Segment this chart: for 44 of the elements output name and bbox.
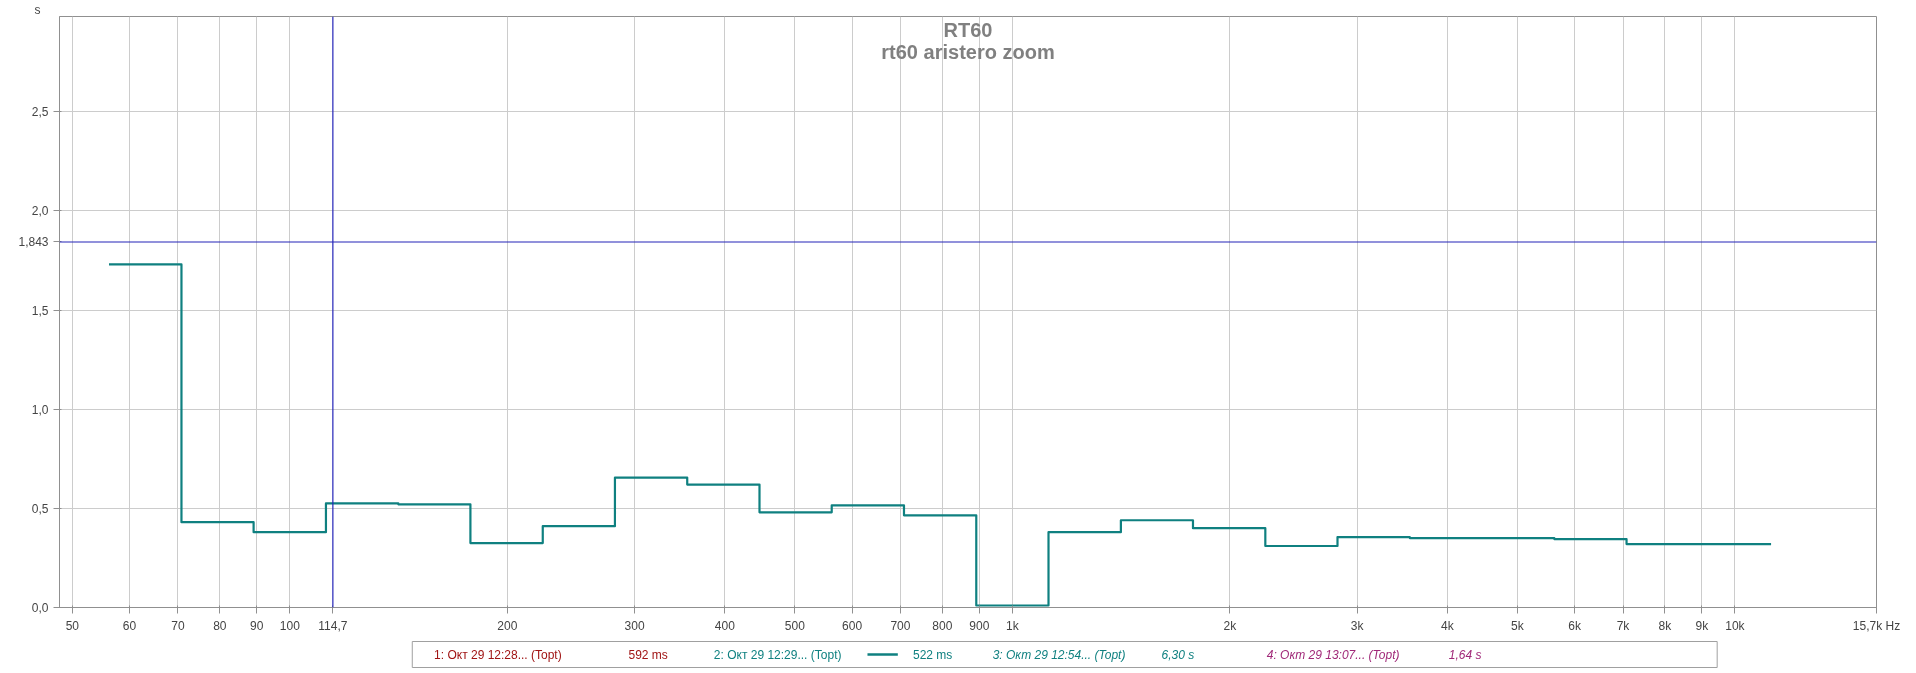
x-tick-label: 100 bbox=[279, 618, 301, 633]
y-tick-label: 2,0 bbox=[31, 204, 49, 219]
x-tick-label: 3k bbox=[1350, 618, 1365, 633]
x-tick-label: 200 bbox=[497, 618, 518, 633]
x-tick-label: 6k bbox=[1568, 618, 1582, 633]
x-tick-label: 90 bbox=[250, 618, 264, 633]
y-tick-label: 0,0 bbox=[31, 601, 49, 615]
x-tick-label: 4k bbox=[1441, 618, 1455, 633]
x-tick-label: 10k bbox=[1725, 618, 1746, 633]
x-tick-label: 50 bbox=[65, 618, 80, 633]
text: 522 ms bbox=[913, 647, 953, 662]
x-tick-label: 7k bbox=[1616, 618, 1631, 633]
y-tick-label: 2,5 bbox=[31, 105, 49, 120]
y-tick-label: 1,0 bbox=[31, 402, 49, 417]
x-tick-label: 9k bbox=[1695, 618, 1710, 633]
y-tick-label: 0,5 bbox=[31, 501, 49, 516]
text: 1: Окт 29 12:28... (Topt) bbox=[434, 647, 562, 662]
x-tick-label: 800 bbox=[932, 618, 953, 633]
x-tick-label: 300 bbox=[624, 618, 645, 633]
x-tick-label: 60 bbox=[122, 618, 137, 633]
x-tick-label: 700 bbox=[890, 618, 911, 633]
text: 3: Окт 29 12:54... (Topt) bbox=[992, 647, 1126, 662]
y-tick-label: 1,5 bbox=[31, 303, 49, 318]
x-tick-label: 15,7k Hz bbox=[1852, 618, 1901, 633]
x-tick-label: 900 bbox=[969, 618, 990, 633]
text: 592 ms bbox=[628, 647, 668, 662]
text: 6,30 s bbox=[1161, 647, 1195, 662]
y-axis-title: s bbox=[34, 2, 41, 17]
x-tick-label: 80 bbox=[213, 618, 227, 633]
x-tick-label: 2k bbox=[1223, 618, 1238, 633]
x-tick-label: 70 bbox=[171, 618, 185, 633]
text: rt60 aristero zoom bbox=[881, 40, 1055, 63]
legend-label: 2: Окт 29 12:29... (Topt) bbox=[713, 647, 842, 662]
ref-line-label: 1,843 bbox=[18, 235, 49, 250]
x-tick-label: 8k bbox=[1658, 618, 1673, 633]
x-tick-label: 500 bbox=[784, 618, 806, 633]
text: 4: Окт 29 13:07... (Topt) bbox=[1266, 647, 1400, 662]
x-tick-label: 600 bbox=[842, 618, 863, 633]
text: 1,64 s bbox=[1448, 647, 1482, 662]
chart-title: RT60 bbox=[943, 18, 993, 41]
ref-line-label: 114,7 bbox=[318, 618, 348, 633]
x-tick-label: 1k bbox=[1006, 618, 1020, 633]
x-tick-label: 400 bbox=[714, 618, 736, 633]
x-tick-label: 5k bbox=[1511, 618, 1525, 633]
